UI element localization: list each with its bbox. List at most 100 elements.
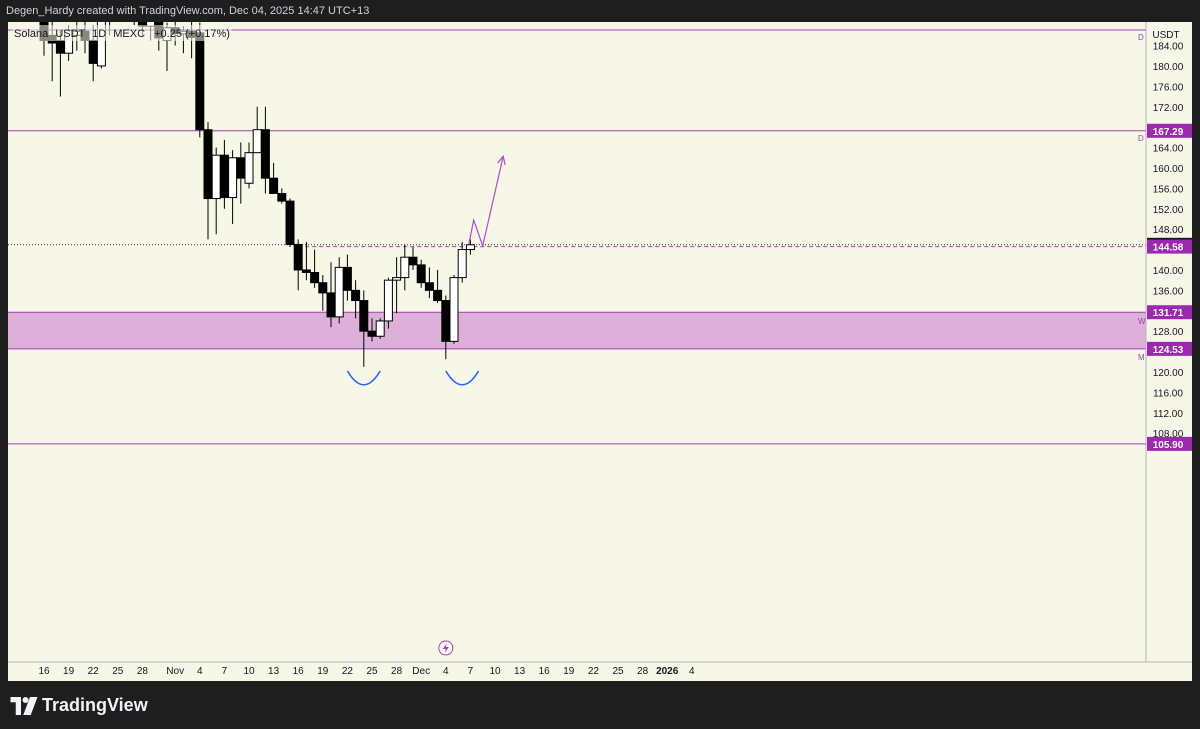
demand-zone-group: WM <box>8 311 1146 362</box>
projection-path <box>468 156 504 249</box>
bearish-candle <box>359 300 369 332</box>
credit-header: Degen_Hardy created with TradingView.com… <box>0 0 1200 22</box>
bearish-candle <box>236 157 246 179</box>
neckline-price-tag-bg <box>1147 239 1192 254</box>
price-tick-label: 120.00 <box>1153 368 1184 379</box>
price-tick-label: 152.00 <box>1153 205 1184 216</box>
level-price-tag-bg <box>1147 436 1192 451</box>
time-tick-label: 13 <box>514 666 526 677</box>
price-axis[interactable]: USDT108.00112.00116.00120.00124.00128.00… <box>1145 22 1192 662</box>
time-tick-label: 10 <box>489 666 501 677</box>
price-tick-label: 184.00 <box>1153 42 1184 53</box>
price-tick-label: 136.00 <box>1153 286 1184 297</box>
bullish-candle <box>334 266 344 318</box>
level-lines-group: DD <box>8 29 1146 445</box>
time-tick-label: 25 <box>112 666 124 677</box>
price-tick-label: 128.00 <box>1153 327 1184 338</box>
double-bottom-arc <box>445 370 480 386</box>
legend-backdrop <box>12 25 232 41</box>
tradingview-logo[interactable]: TradingView <box>10 695 148 716</box>
footer-bar: TradingView <box>0 681 1200 729</box>
level-price-tag-bg <box>1147 123 1192 138</box>
bearish-candle <box>195 32 205 131</box>
bearish-candle <box>416 264 426 284</box>
level-tag: D <box>1138 134 1144 143</box>
legend-symbol: Solana USDT 1D MEXC +0.25 (+0.17%) <box>14 28 230 40</box>
price-tick-label: 116.00 <box>1153 388 1183 399</box>
bearish-candle <box>88 39 98 64</box>
time-tick-label: 10 <box>243 666 255 677</box>
legend-symbol-name: Solana <box>14 28 49 40</box>
bullish-candle <box>449 277 459 342</box>
price-tick-label: 148.00 <box>1153 225 1184 236</box>
neckline-price-tag: 144.58 <box>1153 243 1184 254</box>
zone-bottom-tag: M <box>1138 353 1145 362</box>
legend-interval: 1D <box>92 28 106 40</box>
bearish-candle <box>301 269 311 274</box>
time-tick-label: 7 <box>468 666 474 677</box>
time-tick-label: 28 <box>137 666 149 677</box>
time-tick-label: 4 <box>689 666 695 677</box>
time-tick-label: 22 <box>88 666 100 677</box>
bullish-candle <box>457 249 467 279</box>
time-tick-label: 25 <box>612 666 624 677</box>
bearish-candle <box>203 129 213 200</box>
legend-exchange: MEXC <box>113 28 145 40</box>
time-tick-label: 7 <box>222 666 228 677</box>
price-tick-label: 108.00 <box>1153 429 1184 440</box>
price-tick-label: 180.00 <box>1153 62 1184 73</box>
level-price-tag: 105.90 <box>1153 440 1184 451</box>
lightning-icon <box>442 643 449 653</box>
bullish-candle <box>383 279 393 322</box>
legend-symbol-pair: USDT <box>55 28 85 40</box>
annotations-group <box>346 154 506 656</box>
time-tick-label: 4 <box>197 666 203 677</box>
bullish-candle <box>228 157 238 199</box>
tradingview-logo-icon <box>10 696 38 715</box>
candles-group <box>39 14 475 367</box>
price-chart[interactable]: WM DD Solana USDT 1D MEXC +0.25 (+0.17%)… <box>8 14 1192 681</box>
price-tick-label: 156.00 <box>1153 184 1184 195</box>
projection-arrowhead <box>497 154 506 166</box>
bearish-candle <box>326 292 336 318</box>
bearish-candle <box>260 129 270 179</box>
time-tick-label: 16 <box>293 666 305 677</box>
bearish-candle <box>285 200 295 245</box>
bullish-candle <box>465 244 475 251</box>
price-tick-label: 176.00 <box>1153 82 1184 93</box>
bullish-candle <box>392 277 402 281</box>
credit-text: Degen_Hardy created with TradingView.com… <box>6 5 370 17</box>
time-tick-label: 22 <box>588 666 600 677</box>
time-tick-label: 19 <box>317 666 329 677</box>
bearish-candle <box>269 177 279 194</box>
zone-top-tag: W <box>1138 317 1146 326</box>
time-tick-label: 28 <box>637 666 649 677</box>
time-tick-label: 2026 <box>656 666 679 677</box>
zone-bottom-price-tag-bg <box>1147 341 1192 356</box>
time-tick-label: 28 <box>391 666 403 677</box>
bearish-candle <box>441 300 451 342</box>
level-tag: D <box>1138 33 1144 42</box>
time-tick-label: 25 <box>366 666 378 677</box>
zone-top-price-tag: 131.71 <box>1153 308 1184 319</box>
time-axis[interactable]: 16 19 22 25 28 Nov 4 7 10 13 16 19 22 25 28 Dec 4 7 10 13 16… <box>8 661 1192 677</box>
time-tick-label: 4 <box>443 666 449 677</box>
bearish-candle <box>219 154 229 199</box>
bullish-candle <box>400 256 410 279</box>
zone-bottom-price-tag: 124.53 <box>1153 345 1184 356</box>
time-tick-label: 19 <box>63 666 75 677</box>
price-tick-label: 172.00 <box>1153 103 1184 114</box>
bearish-candle <box>318 282 328 294</box>
bearish-candle <box>367 330 377 337</box>
bearish-candle <box>277 192 287 202</box>
price-axis-unit: USDT <box>1152 30 1179 41</box>
bullish-candle <box>252 129 262 154</box>
zone-fill <box>8 312 1146 349</box>
bullish-candle <box>211 154 221 200</box>
tradingview-logo-text: TradingView <box>42 695 148 715</box>
time-tick-label: 19 <box>563 666 575 677</box>
bearish-candle <box>55 39 65 54</box>
time-tick-label: 16 <box>539 666 551 677</box>
double-bottom-arc <box>346 370 381 386</box>
